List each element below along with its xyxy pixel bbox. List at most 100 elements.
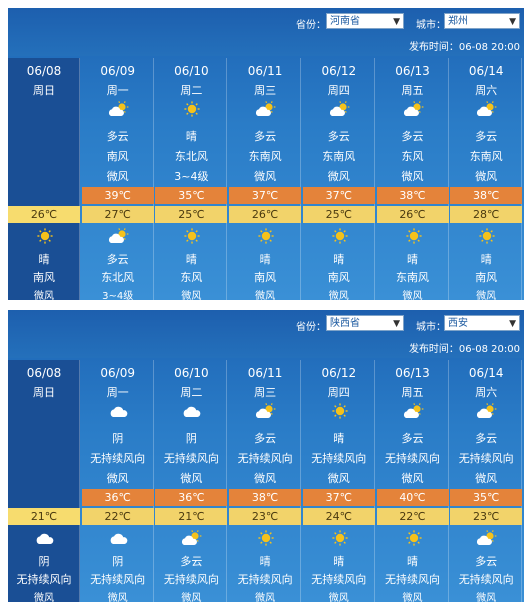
day-wind-level: 微风 bbox=[106, 170, 129, 183]
column-divider bbox=[226, 360, 228, 602]
low-temp: 25℃ bbox=[155, 206, 228, 223]
day-weather: 多云 bbox=[327, 130, 350, 143]
night-wind-level: 微风 bbox=[476, 593, 497, 602]
day-weekday: 周三 bbox=[254, 84, 277, 97]
night-wind-level: 微风 bbox=[255, 593, 276, 602]
province-select[interactable]: 河南省 ▼ bbox=[326, 13, 404, 29]
cloud-icon bbox=[108, 403, 130, 419]
night-wind-level: 微风 bbox=[402, 593, 423, 602]
high-temp: 38℃ bbox=[450, 187, 523, 204]
column-divider bbox=[79, 58, 80, 300]
night-wind-direction: 南风 bbox=[254, 271, 277, 284]
night-wind-level: 微风 bbox=[107, 593, 128, 602]
day-wind-direction: 无持续风向 bbox=[311, 452, 367, 465]
day-date: 06/08 bbox=[26, 366, 62, 380]
city-select[interactable]: 郑州 ▼ bbox=[444, 13, 520, 29]
day-wind-level: 微风 bbox=[180, 472, 203, 485]
night-wind-direction: 无持续风向 bbox=[385, 573, 440, 586]
partly-cloudy-icon bbox=[108, 228, 130, 244]
day-weekday: 周五 bbox=[401, 84, 424, 97]
day-weekday: 周五 bbox=[401, 386, 424, 399]
low-temp: 26℃ bbox=[8, 206, 80, 223]
publish-time: 发布时间：06-08 20:00 bbox=[408, 42, 520, 53]
night-weather: 多云 bbox=[180, 555, 203, 568]
day-date: 06/11 bbox=[247, 64, 283, 78]
partly-cloudy-icon bbox=[403, 403, 425, 419]
night-weather: 阴 bbox=[38, 555, 50, 568]
partly-cloudy-icon bbox=[181, 530, 203, 546]
sun-icon bbox=[329, 530, 351, 546]
day-weekday: 周三 bbox=[254, 386, 277, 399]
day-wind-level: 微风 bbox=[254, 170, 277, 183]
day-wind-direction: 无持续风向 bbox=[90, 452, 146, 465]
day-weather: 多云 bbox=[254, 432, 277, 445]
chevron-down-icon: ▼ bbox=[393, 319, 400, 329]
day-weather: 阴 bbox=[185, 432, 197, 445]
city-select[interactable]: 西安 ▼ bbox=[444, 315, 520, 331]
day-wind-direction: 南风 bbox=[106, 150, 129, 163]
day-wind-level: 微风 bbox=[475, 170, 498, 183]
night-weather: 阴 bbox=[112, 555, 124, 568]
night-weather: 晴 bbox=[407, 253, 418, 266]
day-weekday: 周四 bbox=[327, 84, 350, 97]
high-temp: 36℃ bbox=[81, 489, 154, 506]
day-wind-level: 微风 bbox=[327, 170, 350, 183]
province-select[interactable]: 陕西省 ▼ bbox=[326, 315, 404, 331]
day-column: 06/14 周六 多云 东南风 微风 38℃ 28℃ 晴 南风 微风 bbox=[450, 58, 523, 300]
night-wind-level: 微风 bbox=[328, 291, 349, 300]
day-wind-direction: 无持续风向 bbox=[163, 452, 219, 465]
partly-cloudy-icon bbox=[255, 101, 277, 117]
day-column: 06/12 周四 多云 东南风 微风 37℃ 25℃ 晴 南风 微风 bbox=[302, 58, 375, 300]
day-weather: 晴 bbox=[185, 130, 197, 143]
sun-icon bbox=[181, 101, 203, 117]
night-wind-level: 微风 bbox=[328, 593, 349, 602]
day-weekday: 周六 bbox=[475, 386, 498, 399]
day-wind-direction: 无持续风向 bbox=[385, 452, 440, 465]
day-date: 06/13 bbox=[395, 64, 430, 78]
publish-time: 发布时间：06-08 20:00 bbox=[408, 344, 520, 355]
day-wind-level: 微风 bbox=[401, 170, 424, 183]
partly-cloudy-icon bbox=[403, 101, 425, 117]
high-temp: 37℃ bbox=[302, 187, 375, 204]
high-temp: 37℃ bbox=[302, 489, 375, 506]
cloud-icon bbox=[34, 530, 56, 546]
day-weather: 晴 bbox=[333, 432, 345, 445]
night-wind-direction: 东南风 bbox=[396, 271, 429, 284]
day-wind-direction: 东南风 bbox=[248, 150, 282, 163]
day-weekday: 周六 bbox=[475, 84, 498, 97]
city-label: 城市： bbox=[416, 20, 446, 31]
day-date: 06/14 bbox=[468, 366, 504, 380]
day-column: 06/09 周一 多云 南风 微风 39℃ 27℃ 多云 东北风 3~4级 bbox=[81, 58, 154, 300]
day-weather: 阴 bbox=[112, 432, 124, 445]
forecast-columns: 06/08 周日 21℃ 阴 无持续风向 微风 06/09 周一 阴 无持续风向 … bbox=[8, 360, 524, 602]
night-wind-level: 微风 bbox=[181, 593, 202, 602]
night-weather: 晴 bbox=[480, 253, 492, 266]
day-date: 06/13 bbox=[395, 366, 430, 380]
partly-cloudy-icon bbox=[476, 101, 498, 117]
column-divider bbox=[373, 360, 375, 602]
night-weather: 晴 bbox=[185, 253, 197, 266]
day-date: 06/10 bbox=[174, 366, 209, 380]
column-divider bbox=[447, 58, 449, 300]
low-temp: 27℃ bbox=[81, 206, 154, 223]
night-wind-level: 微风 bbox=[34, 291, 54, 300]
low-temp: 26℃ bbox=[229, 206, 302, 223]
province-label: 省份： bbox=[296, 322, 326, 333]
night-weather: 晴 bbox=[333, 253, 345, 266]
day-column: 06/11 周三 多云 东南风 微风 37℃ 26℃ 晴 南风 微风 bbox=[229, 58, 302, 300]
partly-cloudy-icon bbox=[108, 101, 130, 117]
night-wind-direction: 南风 bbox=[475, 271, 498, 284]
night-wind-direction: 东北风 bbox=[101, 271, 135, 284]
chevron-down-icon: ▼ bbox=[393, 17, 400, 27]
forecast-panel: 省份： 陕西省 ▼ 城市： 西安 ▼ 发布时间：06-08 20:00 06/0… bbox=[8, 310, 524, 602]
partly-cloudy-icon bbox=[329, 101, 351, 117]
day-date: 06/14 bbox=[468, 64, 504, 78]
sun-icon bbox=[181, 228, 203, 244]
night-wind-level: 微风 bbox=[255, 291, 276, 300]
partly-cloudy-icon bbox=[476, 403, 498, 419]
day-wind-level: 微风 bbox=[401, 472, 424, 485]
low-temp: 23℃ bbox=[450, 508, 523, 525]
city-label: 城市： bbox=[416, 322, 446, 333]
column-divider bbox=[300, 360, 302, 602]
high-temp: 39℃ bbox=[81, 187, 154, 204]
